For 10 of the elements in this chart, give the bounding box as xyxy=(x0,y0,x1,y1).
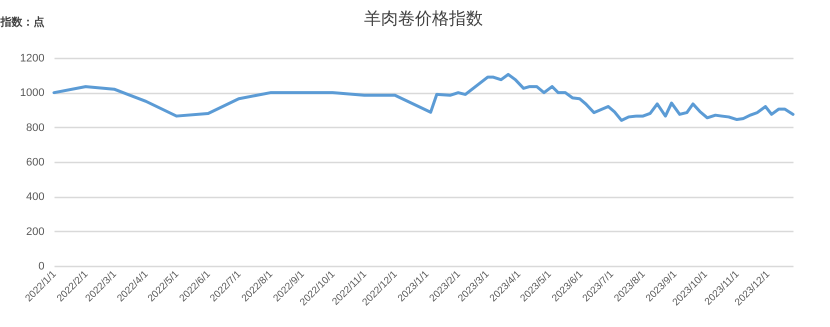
y-tick-label: 400 xyxy=(26,191,44,204)
y-axis-title: 指数：点 xyxy=(0,16,44,28)
y-tick-label: 1000 xyxy=(20,87,44,100)
y-tick-label: 800 xyxy=(26,122,44,134)
y-tick-label: 1200 xyxy=(20,52,44,64)
y-tick-label: 0 xyxy=(38,260,44,272)
chart-title: 羊肉卷价格指数 xyxy=(364,9,483,28)
y-tick-label: 600 xyxy=(26,156,44,168)
line-series xyxy=(52,72,794,122)
y-tick-label: 200 xyxy=(26,226,44,238)
